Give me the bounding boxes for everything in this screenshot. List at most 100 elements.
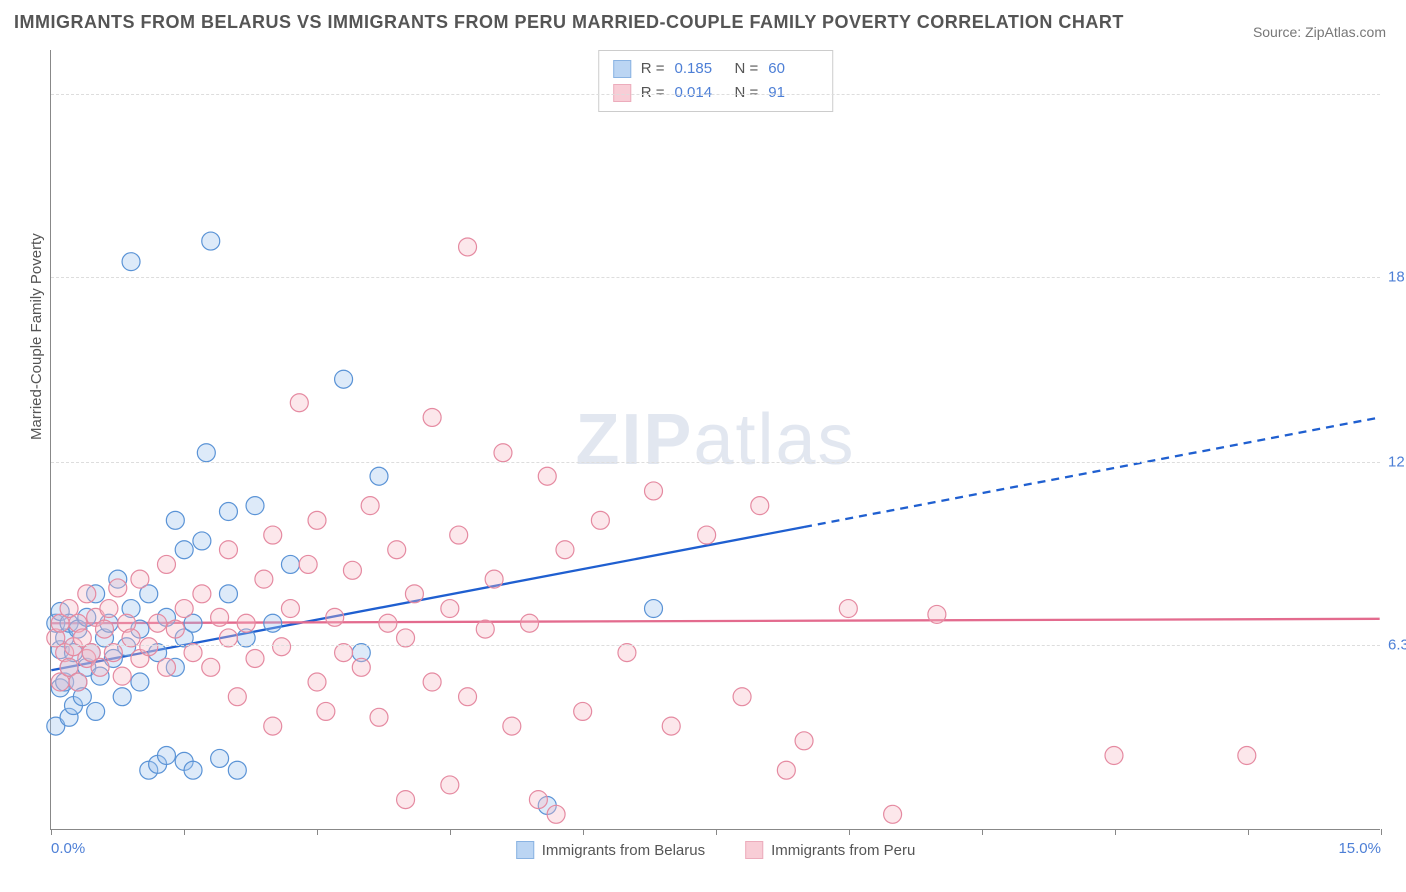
scatter-point-peru	[131, 570, 149, 588]
scatter-point-peru	[113, 667, 131, 685]
scatter-point-peru	[104, 644, 122, 662]
x-tick-mark	[583, 829, 584, 835]
scatter-point-belarus	[166, 511, 184, 529]
x-tick-mark	[982, 829, 983, 835]
scatter-point-peru	[547, 805, 565, 823]
scatter-point-peru	[281, 600, 299, 618]
scatter-point-peru	[290, 394, 308, 412]
y-axis-title: Married-Couple Family Poverty	[28, 233, 45, 440]
scatter-point-peru	[751, 497, 769, 515]
scatter-point-peru	[423, 673, 441, 691]
scatter-point-peru	[326, 608, 344, 626]
x-tick-mark	[1248, 829, 1249, 835]
scatter-point-peru	[91, 658, 109, 676]
scatter-point-peru	[184, 644, 202, 662]
chart-title: IMMIGRANTS FROM BELARUS VS IMMIGRANTS FR…	[14, 12, 1124, 33]
legend-swatch-icon	[516, 841, 534, 859]
scatter-point-belarus	[113, 688, 131, 706]
scatter-point-belarus	[246, 497, 264, 515]
scatter-point-peru	[521, 614, 539, 632]
scatter-point-peru	[166, 620, 184, 638]
legend-n-label: N =	[735, 81, 759, 105]
scatter-point-peru	[459, 238, 477, 256]
scatter-point-belarus	[645, 600, 663, 618]
scatter-point-peru	[95, 620, 113, 638]
scatter-point-belarus	[87, 702, 105, 720]
scatter-point-peru	[246, 650, 264, 668]
scatter-point-peru	[228, 688, 246, 706]
scatter-point-peru	[441, 600, 459, 618]
scatter-point-peru	[109, 579, 127, 597]
scatter-point-peru	[388, 541, 406, 559]
scatter-point-peru	[591, 511, 609, 529]
scatter-point-peru	[405, 585, 423, 603]
scatter-point-peru	[574, 702, 592, 720]
x-tick-mark	[716, 829, 717, 835]
scatter-point-belarus	[184, 761, 202, 779]
scatter-point-peru	[379, 614, 397, 632]
plot-area: ZIPatlas R =0.185N =60R =0.014N =91 Immi…	[50, 50, 1380, 830]
scatter-point-peru	[1105, 747, 1123, 765]
scatter-point-peru	[343, 561, 361, 579]
scatter-point-peru	[618, 644, 636, 662]
scatter-point-belarus	[131, 673, 149, 691]
scatter-point-belarus	[264, 614, 282, 632]
scatter-point-peru	[264, 717, 282, 735]
scatter-point-peru	[69, 673, 87, 691]
scatter-point-peru	[308, 511, 326, 529]
scatter-point-belarus	[219, 503, 237, 521]
scatter-point-belarus	[122, 253, 140, 271]
scatter-point-peru	[423, 408, 441, 426]
scatter-point-belarus	[175, 541, 193, 559]
scatter-point-peru	[211, 608, 229, 626]
scatter-point-peru	[157, 658, 175, 676]
scatter-point-peru	[397, 791, 415, 809]
scatter-point-peru	[556, 541, 574, 559]
legend-row-peru: R =0.014N =91	[613, 81, 819, 105]
bottom-legend-label: Immigrants from Belarus	[542, 842, 705, 859]
bottom-legend-item-peru: Immigrants from Peru	[745, 841, 915, 859]
scatter-point-peru	[317, 702, 335, 720]
scatter-point-peru	[370, 708, 388, 726]
x-tick-label: 0.0%	[51, 840, 85, 857]
scatter-points-layer	[51, 50, 1380, 829]
scatter-point-peru	[202, 658, 220, 676]
scatter-point-peru	[1238, 747, 1256, 765]
scatter-point-belarus	[197, 444, 215, 462]
scatter-point-peru	[494, 444, 512, 462]
legend-swatch-icon	[613, 84, 631, 102]
scatter-point-belarus	[335, 370, 353, 388]
scatter-point-peru	[662, 717, 680, 735]
x-tick-mark	[317, 829, 318, 835]
x-tick-mark	[450, 829, 451, 835]
scatter-point-peru	[361, 497, 379, 515]
legend-r-label: R =	[641, 57, 665, 81]
series-legend: Immigrants from Belarus Immigrants from P…	[516, 841, 916, 859]
x-tick-mark	[184, 829, 185, 835]
bottom-legend-item-belarus: Immigrants from Belarus	[516, 841, 705, 859]
scatter-point-peru	[645, 482, 663, 500]
scatter-point-belarus	[193, 532, 211, 550]
source-label: Source: ZipAtlas.com	[1253, 24, 1386, 40]
scatter-point-peru	[335, 644, 353, 662]
x-tick-mark	[1115, 829, 1116, 835]
scatter-point-peru	[175, 600, 193, 618]
scatter-point-peru	[264, 526, 282, 544]
y-tick-label: 6.3%	[1388, 636, 1406, 653]
scatter-point-peru	[733, 688, 751, 706]
scatter-point-peru	[698, 526, 716, 544]
gridline-h	[51, 462, 1380, 463]
scatter-point-peru	[450, 526, 468, 544]
x-tick-mark	[1381, 829, 1382, 835]
scatter-point-peru	[193, 585, 211, 603]
scatter-point-peru	[255, 570, 273, 588]
legend-r-label: R =	[641, 81, 665, 105]
legend-swatch-icon	[613, 60, 631, 78]
scatter-point-peru	[100, 600, 118, 618]
scatter-point-belarus	[211, 749, 229, 767]
scatter-point-belarus	[202, 232, 220, 250]
scatter-point-peru	[459, 688, 477, 706]
scatter-point-peru	[219, 541, 237, 559]
scatter-point-peru	[273, 638, 291, 656]
scatter-point-peru	[839, 600, 857, 618]
